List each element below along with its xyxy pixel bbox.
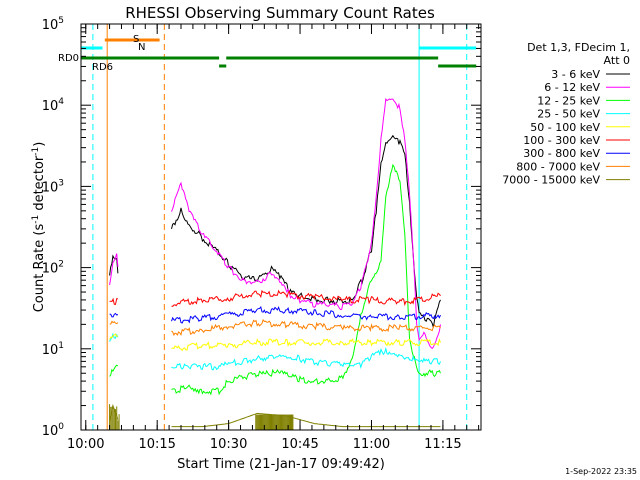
y-axis: 100 101 102 103 104 105	[42, 16, 481, 439]
flag-label-s: S	[133, 34, 139, 45]
series-line-100-300-kev	[109, 289, 441, 307]
series-300-800-kev	[109, 305, 441, 324]
series-line-800-7000-kev	[109, 318, 441, 336]
flag-label-rd6: RD6	[92, 62, 113, 73]
legend-label-12-25-kev: 12 - 25 keV	[537, 94, 600, 107]
legend-label-7000-15000-kev: 7000 - 15000 keV	[502, 174, 600, 187]
series-12-25-kev	[109, 163, 441, 396]
x-tick-label: 10:15	[138, 437, 175, 452]
chart-title: RHESSI Observing Summary Count Rates	[125, 4, 435, 22]
series-100-300-kev	[109, 289, 441, 307]
legend-label-300-800-kev: 300 - 800 keV	[523, 147, 600, 160]
y-tick-label: 100	[42, 422, 65, 439]
series-line-6-12-kev	[109, 97, 441, 350]
series-line-300-800-kev	[109, 305, 441, 324]
y-tick-label: 103	[42, 178, 64, 195]
series-line-3-6-kev	[109, 134, 441, 328]
series-line-12-25-kev	[109, 163, 441, 396]
legend-header-line-2: Att 0	[604, 54, 630, 67]
plot-frame	[80, 23, 482, 431]
y-tick-label: 105	[42, 16, 64, 33]
plot-area: RD0 RD6 SN	[58, 24, 477, 430]
x-axis-label: Start Time (21-Jan-17 09:49:42)	[177, 457, 385, 472]
legend-label-6-12-kev: 6 - 12 keV	[544, 81, 600, 94]
x-tick-label: 10:30	[210, 437, 247, 452]
series-800-7000-kev	[109, 318, 441, 336]
y-tick-label: 104	[42, 97, 65, 114]
legend-label-100-300-kev: 100 - 300 keV	[523, 134, 600, 147]
series-3-6-kev	[109, 134, 441, 328]
y-tick-label: 101	[42, 341, 64, 358]
series-line-50-100-kev	[109, 333, 441, 352]
legend-label-50-100-kev: 50 - 100 keV	[530, 121, 600, 134]
x-tick-label: 10:00	[67, 437, 104, 452]
flag-label-n: N	[138, 42, 145, 53]
series-50-100-kev	[109, 333, 441, 352]
series-6-12-kev	[109, 97, 441, 350]
timestamp: 1-Sep-2022 23:35	[565, 467, 637, 476]
y-axis-label: Count Rate (s-1 detector-1)	[31, 142, 47, 313]
legend-header-line-1: Det 1,3, FDecim 1,	[527, 41, 630, 54]
x-tick-label: 10:45	[281, 437, 318, 452]
legend-label-800-7000-kev: 800 - 7000 keV	[516, 160, 600, 173]
y-tick-label: 102	[42, 260, 64, 277]
flag-label-rd0: RD0	[58, 53, 79, 64]
x-tick-label: 11:00	[353, 437, 390, 452]
legend-label-3-6-kev: 3 - 6 keV	[551, 68, 600, 81]
x-tick-label: 11:15	[424, 437, 461, 452]
x-axis: 10:00 10:15 10:30 10:45 11:00 11:15	[67, 24, 480, 452]
legend-label-25-50-kev: 25 - 50 keV	[537, 108, 600, 121]
